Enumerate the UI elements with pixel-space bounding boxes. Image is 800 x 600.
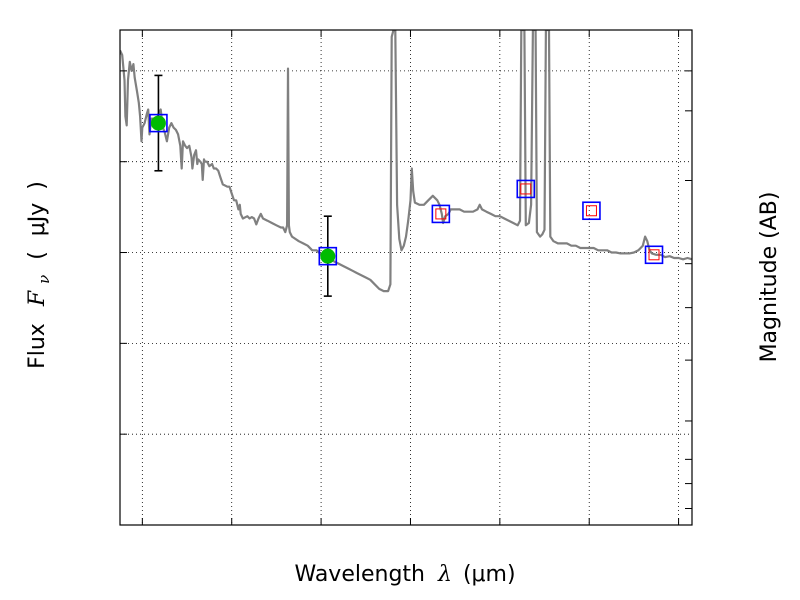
spectrum-line xyxy=(120,30,692,293)
model-band-box xyxy=(149,113,168,133)
model-band-box xyxy=(582,201,601,221)
plot-area xyxy=(120,30,692,297)
model-marker xyxy=(648,249,660,261)
right-axis-label: Magnitude (AB) xyxy=(757,192,782,363)
model-band-box xyxy=(431,204,451,224)
x-axis-label: Wavelength λ (μm) xyxy=(294,562,515,587)
model-band-box xyxy=(644,245,664,265)
y-axis-label: Flux F ν ( μJy ) xyxy=(25,181,55,369)
axes xyxy=(119,29,693,526)
model-marker xyxy=(520,183,532,195)
model-marker xyxy=(435,208,447,220)
observed-point xyxy=(320,248,336,264)
model-band-box xyxy=(516,179,536,199)
plot-frame xyxy=(119,29,693,526)
observed-point xyxy=(150,115,166,131)
model-band-box xyxy=(318,246,338,266)
grid-lines xyxy=(120,30,692,526)
model-marker xyxy=(585,205,597,217)
